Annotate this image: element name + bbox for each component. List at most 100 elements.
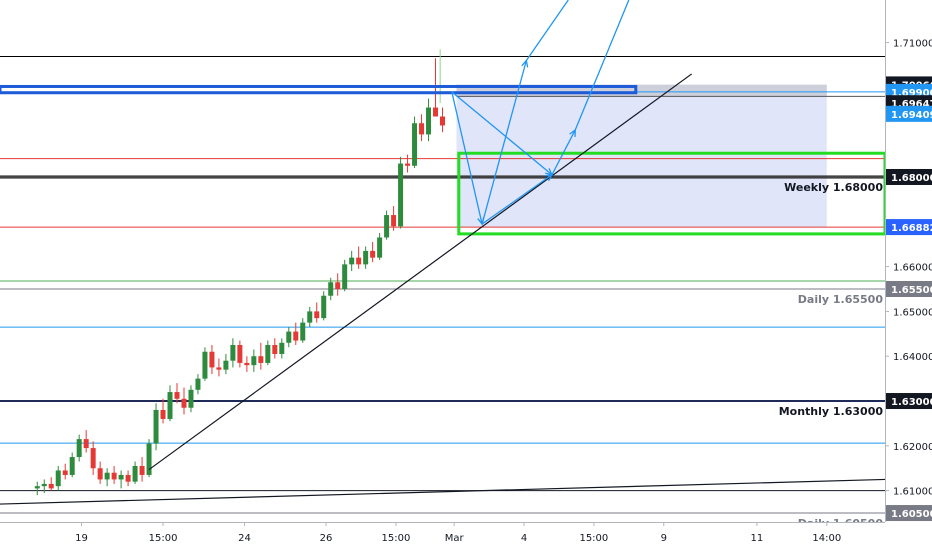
candle-body-31 [251,356,257,366]
candle-body-47 [363,250,369,265]
candle-body-43 [335,282,341,290]
candle-body-51 [391,215,397,227]
candle-body-17 [153,409,159,444]
candle-body-52 [398,163,404,227]
candle-body-46 [356,257,362,265]
blue-resistance-box [0,84,638,95]
candle-body-27 [223,360,229,370]
candle-body-33 [265,345,271,363]
candle-body-19 [167,392,173,419]
candle-body-24 [202,351,208,379]
y-tick-label: 1.64000 [893,352,932,363]
price-badge-label: 1.69409 [891,110,932,121]
candle-body-20 [174,392,180,399]
candle-body-49 [377,237,383,258]
time-axis-bg [0,522,932,550]
candle-body-21 [181,398,187,408]
candle-body-25 [209,351,215,368]
price-badge-label: 1.60500 [891,509,932,520]
price-badge [886,281,932,298]
price-badge-label: 1.69647 [891,99,932,110]
candle-body-32 [258,356,264,363]
price-badge-label: 1.68000 [891,173,932,184]
levels-layer [0,55,885,514]
candle-body-0 [34,486,40,489]
candle-body-30 [244,362,250,366]
level-label: Daily 1.65500 [798,293,884,306]
projection-arrowhead-1-2 [569,128,576,137]
candle-body-8 [90,448,96,469]
price-badge [886,393,932,410]
x-tick-label: 14:00 [812,533,841,544]
candle-body-45 [349,257,355,265]
price-badge-label: 1.66882 [891,223,932,234]
candle-body-3 [55,470,61,487]
candle-body-22 [188,389,194,408]
level-label: Weekly 1.68000 [784,181,883,194]
candle-body-36 [286,331,292,343]
candle-body-34 [272,345,278,354]
x-tick-label: 15:00 [149,533,178,544]
candle-body-29 [237,345,243,363]
y-tick-label: 1.61000 [893,487,932,498]
candle-body-14 [132,465,138,482]
candle-body-4 [62,470,68,475]
candle-body-40 [314,311,320,319]
x-tick-label: 4 [521,533,527,544]
x-tick-label: 26 [320,533,333,544]
candle-body-53 [405,163,411,166]
price-badge-label: 1.63000 [891,397,932,408]
candle-body-11 [111,472,117,480]
level-label: Monthly 1.63000 [779,405,884,418]
candle-body-16 [146,443,152,475]
x-tick-label: 15:00 [382,533,411,544]
candle-body-37 [293,331,299,341]
candle-body-12 [118,474,124,480]
candle-body-58 [440,116,445,126]
x-tick-label: 19 [75,533,88,544]
rising-trendline [148,73,693,471]
target-zone [456,84,827,228]
candle-body-41 [321,295,327,319]
price-badge [886,105,932,122]
candle-body-38 [300,322,306,341]
price-badge [886,505,932,522]
candle-body-23 [195,378,201,390]
candle-body-7 [83,439,89,449]
candle-body-50 [384,215,390,238]
x-tick-label: 9 [661,533,667,544]
candle-body-44 [342,264,348,290]
candle-body-15 [139,465,145,475]
candle-body-56 [426,107,432,135]
zones-layer [456,84,827,228]
y-tick-label: 1.65000 [893,307,932,318]
candle-body-26 [216,367,222,370]
x-tick-label: Mar [445,533,465,544]
price-badge-label: 1.69900 [891,88,932,99]
candle-body-18 [160,409,166,419]
candle-body-1 [41,483,47,487]
candle-body-6 [76,439,82,458]
candle-body-35 [279,342,285,354]
candles-layer [34,49,445,496]
candle-body-5 [69,457,75,475]
projection-arrowhead-2-1 [521,59,529,68]
candle-body-39 [307,311,313,323]
candle-body-48 [370,250,376,258]
x-tick-label: 24 [238,533,251,544]
candle-body-2 [48,483,54,489]
long-trendline [0,478,886,505]
candle-body-28 [230,345,236,361]
candle-body-42 [328,282,334,296]
x-tick-label: 15:00 [579,533,608,544]
candle-body-55 [419,123,425,135]
price-badge [886,219,932,236]
candle-body-57 [433,107,439,117]
overlays-layer [0,0,887,505]
candle-body-10 [104,472,110,480]
candle-body-54 [412,123,418,166]
y-tick-label: 1.71000 [893,39,932,50]
y-tick-label: 1.66000 [893,263,932,274]
